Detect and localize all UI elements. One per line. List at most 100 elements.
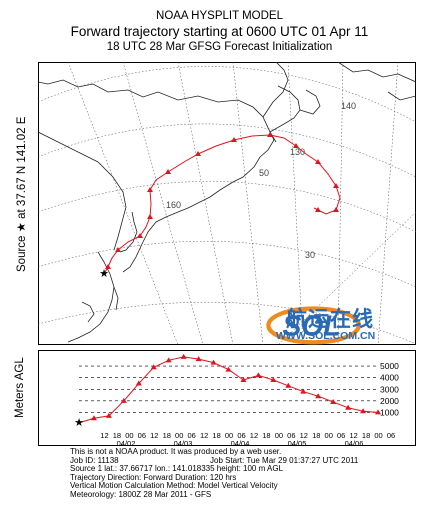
trajectory-marker	[267, 132, 273, 137]
altitude-series	[78, 353, 381, 424]
date-tick-label: 04/03	[174, 439, 193, 446]
altitude-marker	[375, 409, 381, 415]
trajectory-marker	[105, 264, 111, 269]
level-label: 5000	[380, 361, 399, 371]
hour-tick-label: 06	[187, 431, 195, 440]
altitude-marker	[330, 399, 337, 404]
forecast-init-subtitle: 18 UTC 28 Mar GFSG Forecast Initializati…	[106, 41, 333, 53]
hour-tick-label: 06	[387, 431, 395, 440]
trajectory-marker	[195, 151, 201, 156]
info-text: Job ID: 11138	[70, 455, 119, 465]
grid-label: 30	[305, 250, 315, 260]
altitude-marker	[315, 393, 322, 399]
hour-tick-label: 00	[225, 431, 233, 440]
hour-tick-label: 18	[113, 431, 121, 440]
level-label: 1000	[380, 407, 399, 417]
info-text: Meteorology: 1800Z 28 Mar 2011 - GFS	[70, 489, 212, 499]
trajectory-marker	[333, 183, 339, 188]
hour-tick-label: 12	[300, 431, 308, 440]
altitude-marker	[150, 364, 157, 370]
date-tick-label: 04/04	[231, 439, 250, 446]
info-line: Source 1 lat.: 37.66717 lon.: 141.018335…	[70, 465, 410, 474]
hour-tick-label: 18	[312, 431, 320, 440]
level-label: 3000	[380, 384, 399, 394]
trajectory-marker	[315, 207, 321, 212]
altitude-marker	[195, 356, 202, 362]
altitude-marker	[90, 415, 97, 421]
altitude-marker	[210, 359, 217, 365]
trajectory-marker	[315, 159, 321, 164]
altitude-marker	[255, 372, 262, 378]
altitude-axis-label: Meters AGL	[14, 357, 26, 418]
time-axis: 12 18 00 06 12 18 00 06 12 18 00 06 12 18 00 06 12 18 00 06…	[100, 431, 395, 446]
hour-tick-label: 18	[362, 431, 370, 440]
altitude-marker	[135, 380, 142, 386]
hour-tick-label: 12	[100, 431, 108, 440]
hour-tick-label: 06	[138, 431, 146, 440]
source-location-label: Source ★ at 37.67 N 141.02 E	[16, 116, 28, 272]
hour-tick-label: 12	[250, 431, 258, 440]
model-title: NOAA HYSPLIT MODEL	[156, 10, 283, 22]
hour-tick-label: 12	[200, 431, 208, 440]
hour-tick-label: 00	[175, 431, 183, 440]
hour-tick-label: 00	[125, 431, 133, 440]
trajectory-map: 140 130 160 50 30 ★	[38, 62, 416, 345]
trajectory-marker	[165, 169, 171, 174]
grid-label: 160	[166, 200, 181, 210]
hour-tick-label: 06	[337, 431, 345, 440]
run-info: This is not a NOAA product. It was produ…	[70, 447, 410, 500]
hour-tick-label: 12	[150, 431, 158, 440]
date-tick-label: 04/02	[117, 439, 136, 446]
level-label: 4000	[380, 373, 399, 383]
logo-text: SOL	[283, 309, 341, 341]
grid-label: 140	[341, 101, 356, 111]
info-line: Trajectory Direction: Forward Duration: …	[70, 472, 410, 483]
altitude-marker	[345, 404, 352, 410]
info-text: Vertical Motion Calculation Method: Mode…	[70, 481, 278, 491]
info-text: This is not a NOAA product. It was produ…	[70, 447, 282, 456]
trajectory-marker	[231, 137, 237, 142]
altitude-marker	[360, 408, 367, 414]
grid-label: 50	[259, 168, 269, 178]
info-line: Vertical Motion Calculation Method: Mode…	[70, 482, 410, 491]
altitude-frame	[38, 350, 416, 446]
info-text: Source 1 lat.: 37.66717 lon.: 141.018335…	[70, 464, 284, 474]
level-label: 2000	[380, 396, 399, 406]
watermark-url: WWW.SOL.COM.CN	[276, 330, 376, 342]
hour-tick-label: 12	[349, 431, 357, 440]
date-tick-label: 04/05	[288, 439, 307, 446]
trajectory-marker	[147, 187, 153, 192]
info-line: Meteorology: 1800Z 28 Mar 2011 - GFS	[70, 489, 410, 500]
altitude-marker	[225, 366, 232, 372]
altitude-marker	[240, 377, 247, 382]
info-text: Trajectory Direction: Forward Duration: …	[70, 472, 237, 482]
hour-tick-label: 06	[287, 431, 295, 440]
hour-tick-label: 00	[374, 431, 382, 440]
altitude-marker	[105, 412, 112, 418]
hour-tick-label: 18	[212, 431, 220, 440]
altitude-marker	[300, 388, 307, 394]
trajectory-marker	[333, 207, 339, 212]
altitude-marker	[270, 377, 277, 382]
date-tick-label: 04/06	[345, 439, 364, 446]
watermark-chinese: 航运在线	[286, 308, 374, 331]
map-frame	[38, 62, 416, 345]
trajectory-path	[103, 132, 341, 275]
info-line: Job ID: 11138 Job Start: Tue Mar 29 01:37…	[70, 455, 410, 466]
hour-tick-label: 00	[275, 431, 283, 440]
trajectory-marker	[115, 247, 121, 252]
info-text: Job Start: Tue Mar 29 01:37:27 UTC 2011	[210, 455, 359, 465]
trajectory-title: Forward trajectory starting at 0600 UTC …	[70, 24, 369, 39]
star-icon: ★	[99, 268, 109, 280]
star-icon: ★	[74, 417, 84, 429]
info-line: This is not a NOAA product. It was produ…	[70, 447, 410, 457]
sol-logo-icon: SOL	[266, 306, 361, 345]
hour-tick-label: 18	[163, 431, 171, 440]
hour-tick-label: 18	[262, 431, 270, 440]
trajectory-marker	[293, 143, 299, 148]
hour-tick-label: 00	[325, 431, 333, 440]
altitude-marker	[285, 382, 292, 388]
